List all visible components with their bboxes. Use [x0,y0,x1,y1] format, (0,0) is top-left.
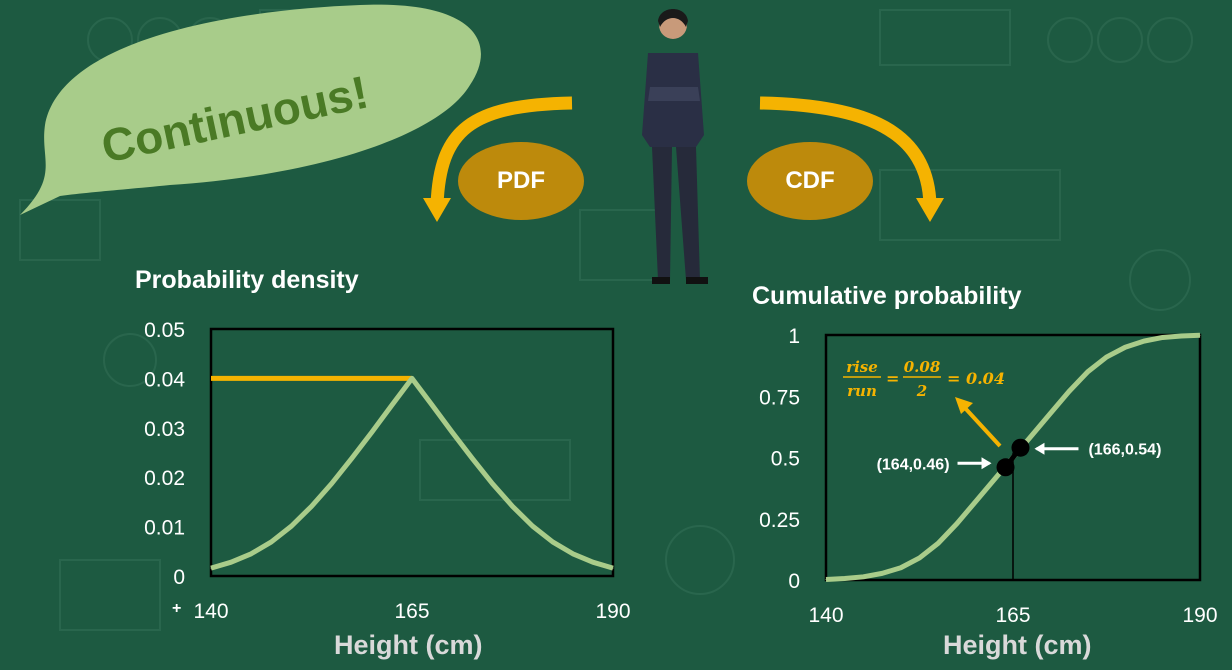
pdf-data-point [431,404,433,406]
cdf-data-point [956,523,958,525]
cdf-data-point [919,557,920,559]
pdf-y-tick-label: 0.05 [144,319,185,342]
cdf-formula-arrow-head [955,397,973,414]
cdf-data-point [881,572,883,574]
pdf-x-axis-label: Height (cm) [334,630,483,660]
cdf-data-point [1106,356,1107,358]
cdf-marked-point [996,458,1015,477]
pdf-y-tick-label: 0.04 [144,368,185,391]
cdf-y-tick-label: 0.75 [759,386,800,409]
pdf-data-point [230,561,232,563]
pdf-data-point [331,483,333,485]
pdf-data-point [491,483,493,485]
pdf-badge: PDF [458,142,584,220]
pdf-data-point [411,377,413,379]
cdf-y-tick-label: 1 [788,325,800,348]
cdf-data-point [1199,334,1201,336]
cdf-data-point [1180,335,1182,337]
cdf-data-point [1087,371,1089,373]
pdf-data-point [592,561,594,563]
cdf-point-label: (166,0.54) [1088,442,1161,459]
cdf-data-point [975,501,977,503]
pdf-data-point [512,505,513,507]
pdf-data-point [371,431,373,433]
pdf-data-point [351,457,353,459]
pdf-data-point [311,505,312,507]
cdf-chart-title: Cumulative probability [752,282,1022,310]
curved-arrow-right [759,96,937,206]
cdf-formula-num: 0.08 [904,358,941,376]
pdf-data-point [612,567,614,569]
pdf-data-point [471,457,473,459]
curved-arrow-right-head [916,198,944,222]
pdf-data-point [552,541,554,543]
pdf-y-tick-label: 0.01 [144,517,185,540]
pdf-y-tick-label: 0.02 [144,467,185,490]
pdf-data-point [270,541,272,543]
cdf-marked-point [1011,438,1030,457]
cdf-data-point [1049,412,1051,414]
cdf-x-tick-label: 190 [1182,604,1217,627]
pdf-data-point [210,567,212,569]
pdf-data-point [572,553,574,555]
curved-arrow-left [430,96,573,206]
pdf-data-point [532,525,534,527]
person-figure [642,9,708,284]
curved-arrow-left-head [423,198,451,222]
pdf-y-tick-label: 0 [173,566,185,589]
cdf-data-point [825,579,827,581]
cdf-y-tick-label: 0 [788,570,800,593]
cdf-formula-run: run [847,382,877,400]
pdf-data-point [250,553,252,555]
pdf-y-tick-label: 0.03 [144,418,185,441]
cdf-data-point [900,567,902,569]
cdf-y-tick-label: 0.5 [771,448,800,471]
cdf-formula-rise: rise [846,358,878,376]
pdf-x-tick-label: 190 [595,600,630,623]
pdf-curve-line [210,375,614,571]
cdf-point-pointer-head [981,457,992,470]
pdf-data-point [290,525,292,527]
pdf-data-point [451,431,453,433]
cdf-data-point [1162,336,1164,338]
cdf-x-tick-label: 165 [995,604,1030,627]
cdf-formula-den: 2 [916,382,927,400]
cdf-x-tick-label: 140 [808,604,843,627]
cdf-badge: CDF [747,142,873,220]
pdf-x-tick-label: 140 [193,600,228,623]
cdf-formula-result: = 0.04 [947,369,1005,388]
cdf-data-point [862,576,864,578]
cdf-data-point [1068,390,1070,392]
cdf-point-pointer-head [1034,442,1045,455]
cdf-formula-equals: = [886,369,899,388]
cdf-data-point [844,578,846,580]
speech-bubble: Continuous! [20,4,481,216]
cdf-data-point [1031,434,1033,436]
cdf-data-point [993,479,995,481]
pdf-chart-title: Probability density [135,266,359,294]
cdf-data-point [1124,346,1126,348]
pdf-x-tick-label: 165 [394,600,429,623]
cdf-y-tick-label: 0.25 [759,509,800,532]
cdf-formula-arrow [963,406,1002,448]
cdf-point-label: (164,0.46) [877,456,950,473]
pdf-plot-frame [209,327,615,578]
pdf-data-point [391,404,393,406]
plus-cursor: + [172,600,182,617]
cdf-data-point [937,542,939,544]
cdf-x-axis-label: Height (cm) [943,630,1092,660]
cdf-data-point [1143,340,1145,342]
